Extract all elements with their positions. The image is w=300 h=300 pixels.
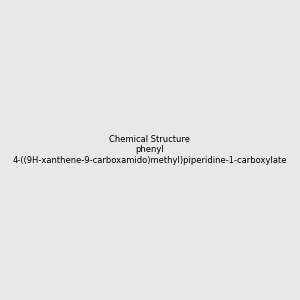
- Text: Chemical Structure
phenyl 4-((9H-xanthene-9-carboxamido)methyl)piperidine-1-carb: Chemical Structure phenyl 4-((9H-xanthen…: [13, 135, 287, 165]
